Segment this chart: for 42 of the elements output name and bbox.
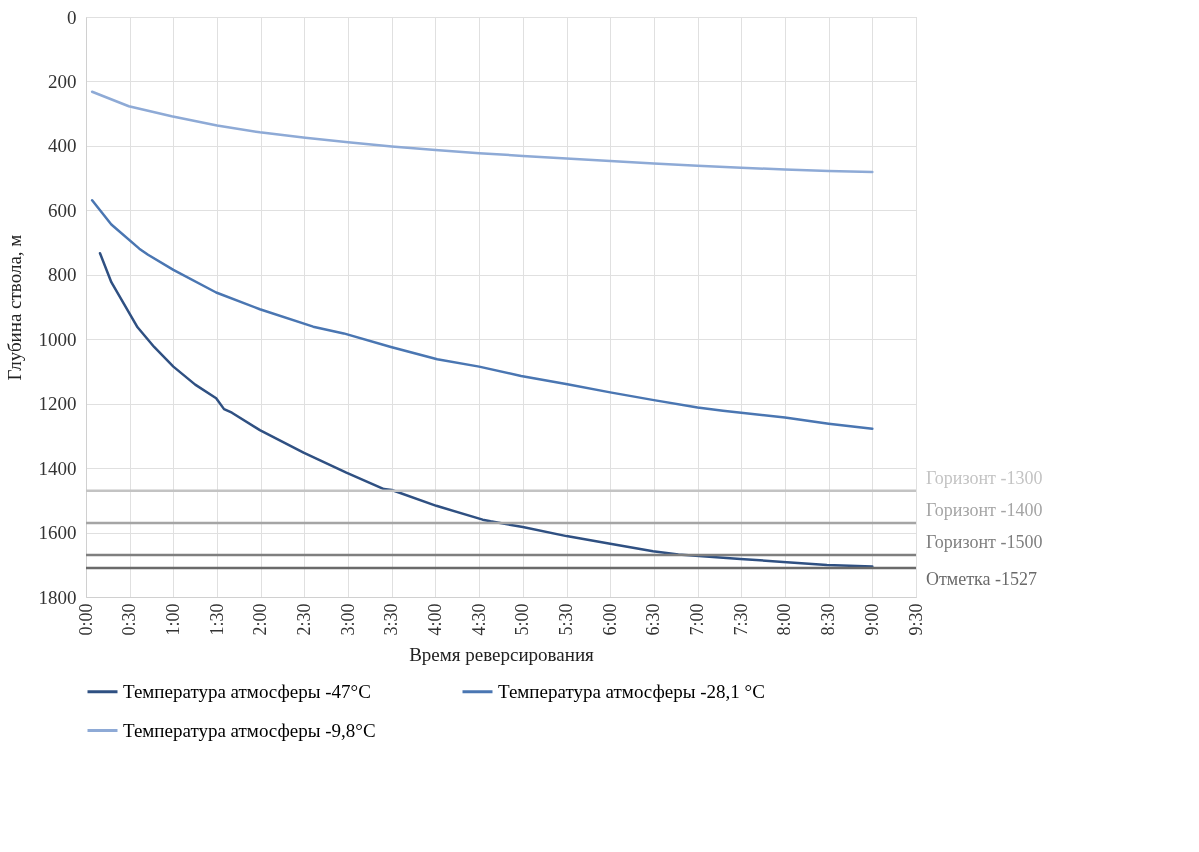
- x-tick-label: 6:00: [599, 603, 620, 636]
- x-tick-label: 2:00: [250, 603, 271, 636]
- y-tick-label: 1600: [38, 522, 77, 544]
- x-tick-label: 7:30: [730, 603, 751, 636]
- x-tick-label: 7:00: [687, 603, 708, 636]
- line-series: [98, 251, 874, 568]
- x-tick-label: 8:30: [818, 603, 839, 636]
- ref-line-label: Горизонт -1400: [926, 499, 1043, 520]
- y-tick-label: 800: [48, 264, 77, 286]
- line-series: [90, 90, 874, 174]
- x-axis-title: Время реверсирования: [409, 643, 595, 665]
- x-tick-label: 8:00: [774, 603, 795, 636]
- x-tick-label: 5:00: [512, 603, 533, 636]
- x-tick-label: 2:30: [293, 603, 314, 636]
- x-tick-label: 5:30: [556, 603, 577, 636]
- ref-line-label: Отметка -1527: [926, 569, 1038, 589]
- legend-label: Температура атмосферы -28,1 °C: [498, 680, 765, 702]
- legend-label: Температура атмосферы -47°C: [123, 680, 371, 702]
- y-tick-label: 1200: [38, 393, 77, 415]
- y-tick-label: 1400: [38, 457, 77, 479]
- y-axis-title: Глубина ствола, м: [3, 234, 25, 381]
- y-tick-label: 1000: [38, 328, 77, 350]
- legend-label: Температура атмосферы -9,8°C: [123, 719, 376, 741]
- x-tick-label: 6:30: [643, 603, 664, 636]
- x-tick-label: 3:00: [337, 603, 358, 636]
- x-tick-label: 4:00: [424, 603, 445, 636]
- ref-line-label: Горизонт -1500: [926, 532, 1043, 553]
- x-tick-label: 0:00: [75, 603, 96, 636]
- x-tick-label: 3:30: [381, 603, 402, 636]
- x-tick-label: 9:30: [905, 603, 926, 636]
- x-tick-label: 9:00: [861, 603, 882, 636]
- line-series: [90, 199, 874, 431]
- y-tick-label: 0: [67, 6, 77, 28]
- x-tick-label: 1:30: [206, 603, 227, 636]
- y-tick-label: 600: [48, 199, 77, 221]
- ref-line-label: Горизонт -1300: [926, 467, 1043, 488]
- x-tick-label: 0:30: [119, 603, 140, 636]
- y-tick-label: 1800: [38, 586, 77, 608]
- x-tick-label: 1:00: [162, 603, 183, 636]
- y-tick-label: 400: [48, 135, 77, 157]
- x-tick-label: 4:30: [468, 603, 489, 636]
- y-tick-label: 200: [48, 70, 77, 92]
